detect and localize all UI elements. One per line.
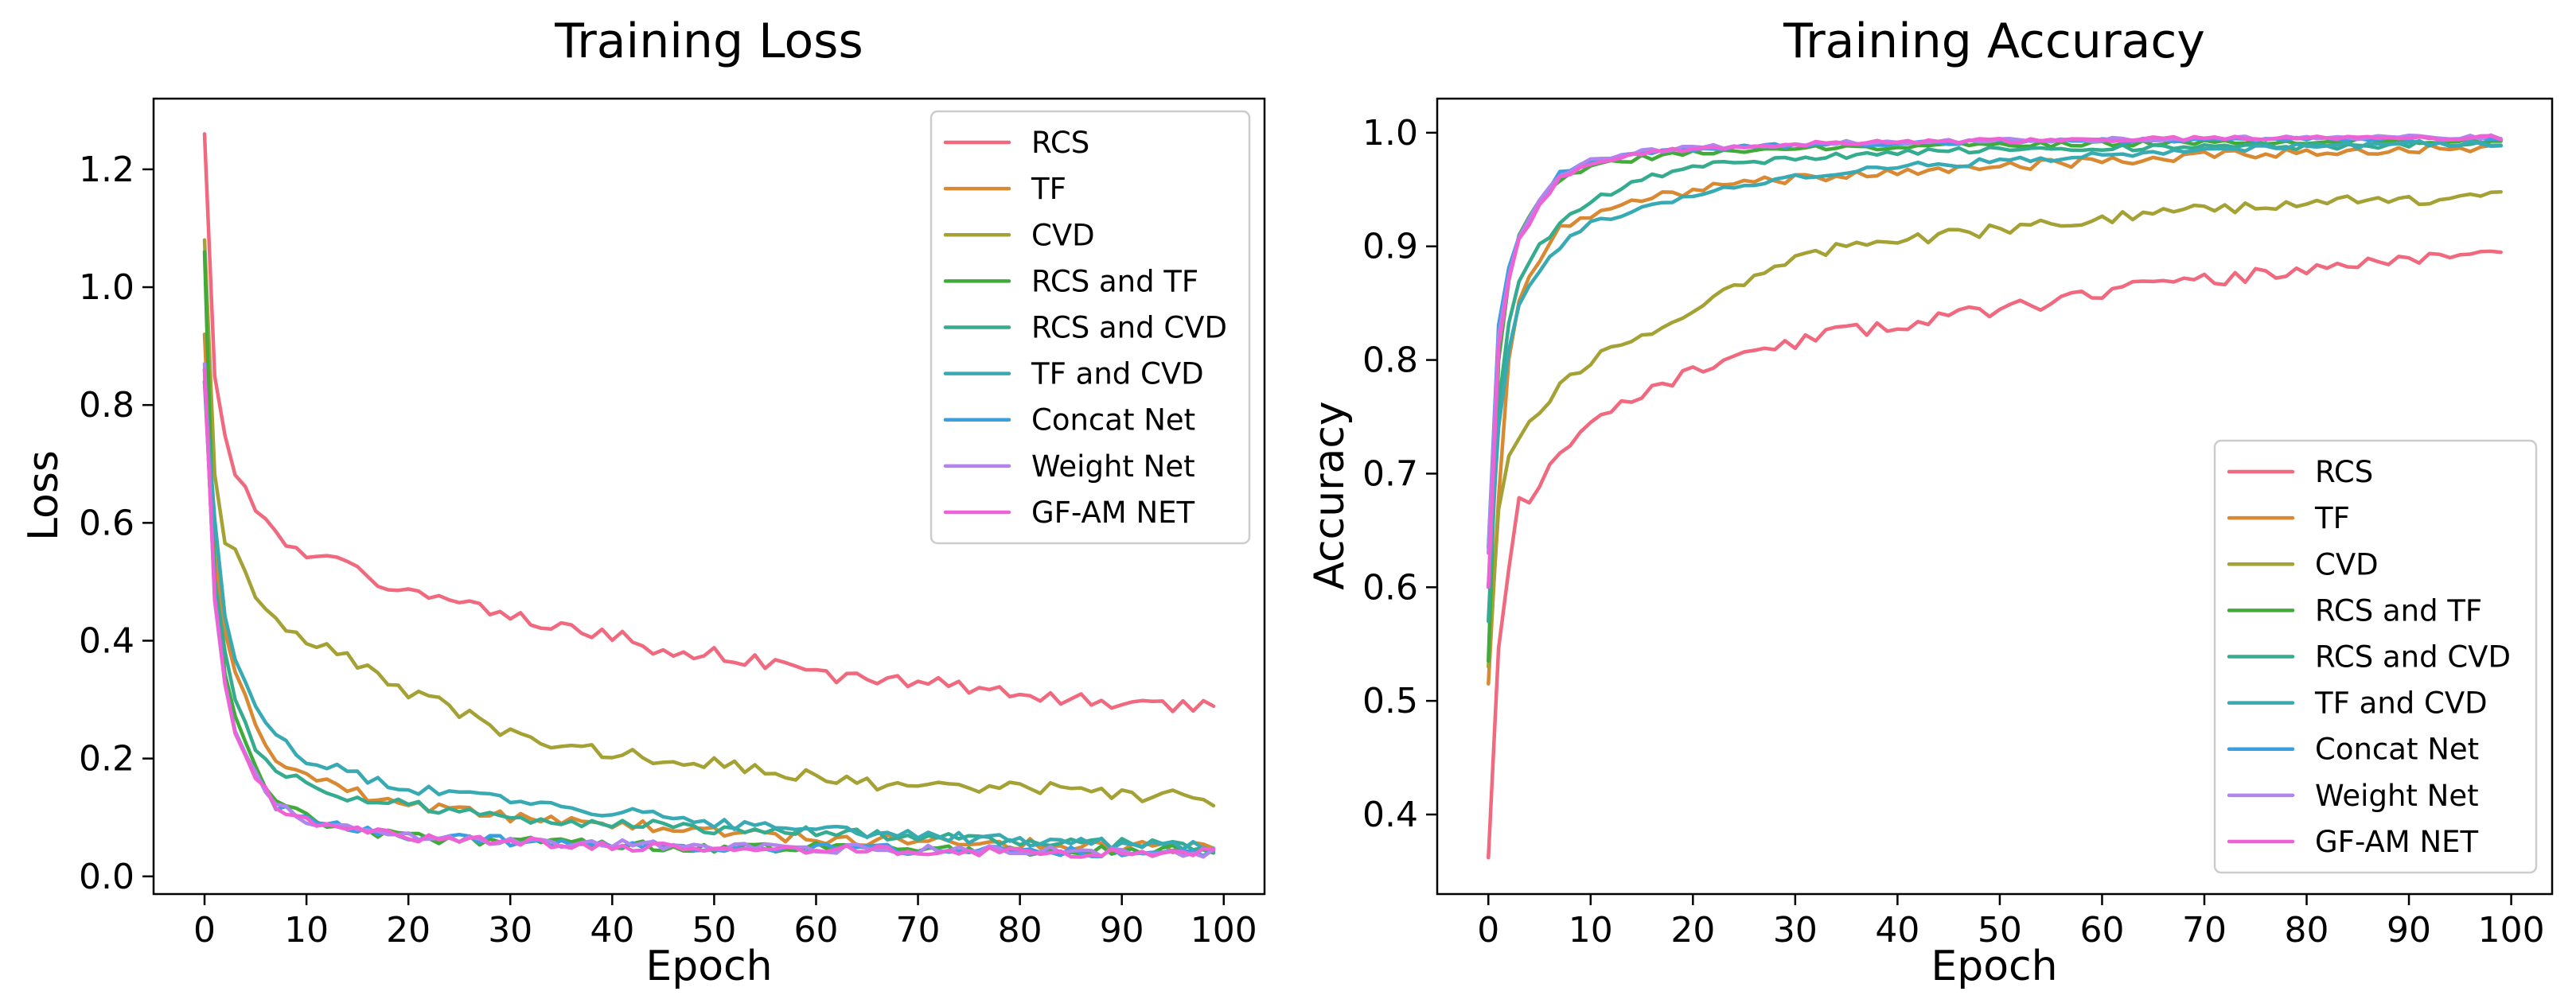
accuracy-legend-box — [2213, 439, 2538, 874]
accuracy-legend-label-rcs-and-cvd: RCS and CVD — [2315, 640, 2511, 675]
loss-x-tick-label: 40 — [590, 910, 634, 951]
loss-plot-area — [202, 132, 1216, 859]
accuracy-axes-frame — [1436, 97, 2554, 896]
accuracy-x-tick-label: 0 — [1477, 910, 1499, 951]
loss-y-axis-label: Loss — [20, 450, 68, 541]
loss-x-tick-label: 20 — [386, 910, 431, 951]
accuracy-x-tick-label: 80 — [2285, 910, 2329, 951]
loss-x-tick-label: 90 — [1100, 910, 1144, 951]
loss-legend-label-weight-net: Weight Net — [1031, 449, 1195, 484]
accuracy-y-tick-label: 0.5 — [1362, 681, 1418, 721]
loss-y-tick-label: 0.6 — [79, 503, 134, 543]
accuracy-y-tick-label: 0.9 — [1362, 227, 1418, 267]
loss-legend-label-rcs-and-tf: RCS and TF — [1031, 264, 1198, 298]
loss-line-rcs — [202, 132, 1216, 713]
accuracy-y-tick-label: 0.6 — [1362, 567, 1418, 608]
loss-y-tick-label: 1.0 — [79, 267, 134, 308]
accuracy-legend-label-tf: TF — [2314, 501, 2350, 535]
accuracy-x-tick-label: 100 — [2478, 910, 2545, 951]
loss-legend: RCS TF CVD RCS and TF RCS and CVD TF and CVD C… — [929, 110, 1251, 545]
accuracy-x-tick-label: 50 — [1978, 910, 2022, 951]
loss-line-cvd — [202, 238, 1216, 808]
loss-x-tick-label: 100 — [1191, 910, 1257, 951]
loss-legend-label-tf: TF — [1031, 172, 1066, 206]
loss-y-tick-label: 0.8 — [79, 385, 134, 426]
accuracy-x-tick-label: 30 — [1773, 910, 1818, 951]
accuracy-legend-label-rcs: RCS — [2315, 455, 2373, 489]
accuracy-y-tick-label: 0.4 — [1362, 795, 1418, 835]
accuracy-y-tick-label: 1.0 — [1362, 113, 1418, 154]
loss-x-tick-label: 50 — [692, 910, 736, 951]
accuracy-line-tf — [1487, 143, 2503, 686]
loss-x-tick-label: 70 — [896, 910, 941, 951]
accuracy-legend-label-gf-am-net: GF-AM NET — [2315, 825, 2479, 859]
loss-legend-label-tf-and-cvd: TF and CVD — [1031, 357, 1204, 391]
accuracy-line-gf-am-net — [1487, 134, 2503, 589]
accuracy-legend-label-tf-and-cvd: TF and CVD — [2314, 686, 2488, 721]
accuracy-x-tick-label: 90 — [2387, 910, 2431, 951]
loss-line-rcs-and-cvd — [202, 379, 1216, 853]
loss-legend-label-concat-net: Concat Net — [1031, 403, 1195, 437]
loss-y-tick-label: 0.2 — [79, 739, 134, 780]
loss-legend-label-cvd: CVD — [1031, 218, 1095, 252]
loss-axes-frame — [152, 97, 1266, 896]
loss-x-tick-label: 10 — [284, 910, 329, 951]
loss-y-tick-label: 0.0 — [79, 857, 134, 897]
loss-line-tf-and-cvd — [202, 379, 1216, 853]
accuracy-legend-label-rcs-and-tf: RCS and TF — [2315, 593, 2482, 628]
loss-chart: Training Loss Epoch Loss 0 10 20 30 40 50 60 70… — [20, 14, 1266, 990]
accuracy-x-tick-label: 20 — [1670, 910, 1715, 951]
accuracy-x-tick-label: 70 — [2182, 910, 2227, 951]
accuracy-y-axis-label: Accuracy — [1306, 401, 1354, 589]
accuracy-x-tick-label: 40 — [1875, 910, 1919, 951]
loss-x-tick-label: 80 — [998, 910, 1042, 951]
loss-line-tf — [202, 332, 1216, 855]
accuracy-ticks: 0 10 20 30 40 50 60 70 80 90 100 0.4 0.5 0.6 0.7 0.8 0.9… — [1362, 113, 2545, 951]
loss-x-tick-label: 0 — [193, 910, 216, 951]
accuracy-legend-label-concat-net: Concat Net — [2315, 733, 2479, 767]
accuracy-line-rcs-and-cvd — [1487, 138, 2503, 624]
loss-y-tick-label: 1.2 — [79, 150, 134, 190]
loss-chart-title: Training Loss — [554, 14, 863, 69]
accuracy-x-tick-label: 10 — [1569, 910, 1613, 951]
accuracy-chart-title: Training Accuracy — [1783, 14, 2205, 69]
accuracy-line-rcs-and-tf — [1487, 136, 2503, 663]
accuracy-line-cvd — [1487, 189, 2503, 669]
loss-x-tick-label: 60 — [793, 910, 838, 951]
loss-line-gf-am-net — [202, 367, 1216, 859]
accuracy-x-tick-label: 60 — [2079, 910, 2124, 951]
accuracy-x-axis-label: Epoch — [1931, 943, 2057, 990]
accuracy-legend-label-cvd: CVD — [2315, 547, 2379, 581]
loss-y-tick-label: 0.4 — [79, 620, 134, 661]
accuracy-legend: RCS TF CVD RCS and TF RCS and CVD TF and CVD C… — [2213, 439, 2538, 874]
accuracy-plot-area — [1487, 133, 2503, 860]
loss-legend-box — [929, 110, 1251, 545]
loss-legend-label-rcs: RCS — [1031, 126, 1089, 160]
loss-x-axis-label: Epoch — [645, 943, 772, 990]
accuracy-line-tf-and-cvd — [1487, 139, 2503, 589]
accuracy-legend-label-weight-net: Weight Net — [2315, 779, 2479, 813]
accuracy-y-tick-label: 0.8 — [1362, 340, 1418, 381]
loss-legend-label-gf-am-net: GF-AM NET — [1031, 496, 1195, 530]
loss-legend-label-rcs-and-cvd: RCS and CVD — [1031, 311, 1227, 345]
loss-ticks: 0 10 20 30 40 50 60 70 80 90 100 0.0 0.2 0.4 0.6 0.8 1.0… — [79, 150, 1257, 951]
accuracy-line-rcs — [1487, 249, 2503, 860]
accuracy-chart: Training Accuracy Epoch Accuracy 0 10 20 30… — [1306, 14, 2554, 990]
loss-x-tick-label: 30 — [488, 910, 532, 951]
accuracy-y-tick-label: 0.7 — [1362, 453, 1418, 494]
